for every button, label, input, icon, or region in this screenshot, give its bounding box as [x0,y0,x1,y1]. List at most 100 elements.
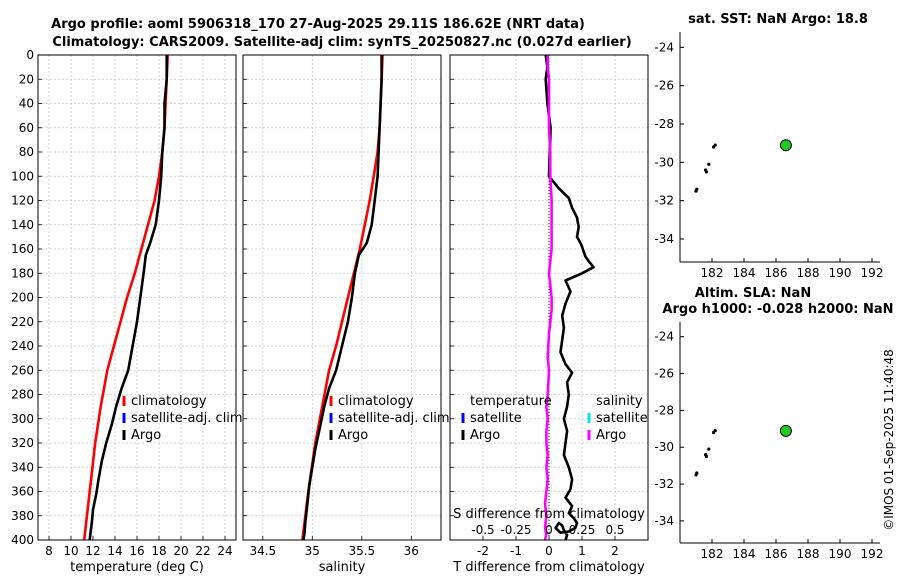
sst_map-ytick-label: -26 [654,79,674,93]
temperature-xlabel: temperature (deg C) [70,560,204,575]
depth-tick-label: 220 [11,315,34,329]
salinity-xtick-label: 35.5 [348,544,375,558]
legend-label: Argo [470,428,500,443]
legend-label: climatology [131,394,207,409]
depth-tick-label: 60 [19,121,34,135]
depth-tick-label: 240 [11,339,34,353]
difference-xtick-label: -2 [477,544,489,558]
sla_map-ytick-label: -32 [654,477,674,491]
sla_map-track-point [707,447,711,451]
sla_map-ytick-label: -26 [654,367,674,381]
sla_map-xtick-label: 188 [797,547,820,561]
difference-frame [449,54,649,541]
sst_map-xtick-label: 184 [733,266,756,280]
legend-label: satellite [596,411,648,426]
salinity-frame [242,54,442,541]
temperature-xtick-label: 8 [45,544,53,558]
sst_map-profile-marker [779,139,792,152]
depth-tick-label: 160 [11,242,34,256]
sst_map-xtick-label: 186 [765,266,788,280]
sst_map-track-point [707,162,711,166]
difference-xtick-label: 2 [611,544,619,558]
temperature-xtick-label: 18 [151,544,166,558]
difference-xtick-label: 0 [545,544,553,558]
s-diff-tick-label: 0 [545,523,553,537]
depth-tick-label: 120 [11,194,34,208]
temperature-xtick-label: 12 [85,544,100,558]
depth-tick-label: 300 [11,412,34,426]
depth-tick-label: 340 [11,460,34,474]
difference-xlabel: T difference from climatology [452,560,645,575]
depth-tick-label: 260 [11,363,34,377]
legend-label: satellite [470,411,522,426]
temperature-xtick-label: 10 [63,544,78,558]
salinity-panel: 34.5 35 35.5 36 salinity climatology satellite… [242,54,450,575]
legend-label: satellite-adj. clim [338,411,450,426]
sla_map-profile-marker [779,424,792,437]
sla-title-line2: Argo h1000: -0.028 h2000: NaN [662,302,893,317]
s-difference-label: S difference from climatology [453,507,645,522]
sla_map-track-point [713,429,717,433]
sst_map-ytick-label: -28 [654,117,674,131]
temperature-xtick-label: 24 [217,544,232,558]
temperature-panel: 0 20 40 60 80 100 120 140 160 180 200 220 240 260 280 3… [11,48,243,575]
sla_map-panel: -24 -26 -28 -30 -32 -34 182 184 186 188 190 192 [654,322,883,561]
sst_map-xtick-label: 192 [861,266,884,280]
s-diff-tick-label: 0.25 [569,523,596,537]
depth-tick-label: 0 [26,48,34,62]
legend-label: Argo [596,428,626,443]
sst_map-ytick-label: -34 [654,232,674,246]
s-diff-tick-label: -0.5 [471,523,494,537]
temperature-series-argo [88,55,168,541]
salinity-xtick-label: 35 [305,544,320,558]
sla_map-xtick-label: 186 [765,547,788,561]
depth-tick-label: 360 [11,485,34,499]
salinity-xtick-label: 36 [404,544,419,558]
depth-tick-label: 180 [11,266,34,280]
depth-tick-label: 380 [11,509,34,523]
s-diff-tick-label: 0.5 [605,523,624,537]
legend-label: Argo [338,428,368,443]
title-line1: Argo profile: aoml 5906318_170 27-Aug-20… [51,17,585,32]
depth-tick-label: 100 [11,169,34,183]
sla_map-ytick-label: -28 [654,403,674,417]
sst_map-track-point [695,187,699,191]
difference-xtick-label: -1 [510,544,522,558]
depth-tick-label: 400 [11,533,34,547]
sst-title: sat. SST: NaN Argo: 18.8 [688,12,868,27]
legend-label: satellite-adj. clim [131,411,243,426]
sla_map-xtick-label: 184 [733,547,756,561]
difference-xtick-label: 1 [578,544,586,558]
temperature-xtick-label: 16 [129,544,144,558]
s-diff-tick-label: -0.25 [500,523,531,537]
temperature-xtick-label: 20 [173,544,188,558]
sla_map-track-point [695,471,699,475]
sst_map-ytick-label: -24 [654,40,674,54]
temperature-frame [37,54,237,541]
salinity-series-argo [302,55,383,541]
sst_map-track-point [713,143,717,147]
legend-label: climatology [338,394,414,409]
depth-tick-label: 320 [11,436,34,450]
depth-tick-label: 20 [19,72,34,86]
title-line2: Climatology: CARS2009. Satellite-adj cli… [52,35,631,50]
sst_map-xtick-label: 182 [701,266,724,280]
depth-tick-label: 40 [19,97,34,111]
sla_map-ytick-label: -24 [654,330,674,344]
difference-series-s-diff-argo [543,55,553,541]
plot-area: 0204060801001201401601802002202402602803… [11,32,883,575]
depth-tick-label: 80 [19,145,34,159]
sla_map-ytick-label: -34 [654,514,674,528]
sst_map-ytick-label: -32 [654,194,674,208]
sst_map-xtick-label: 190 [829,266,852,280]
sla_map-track-point [704,454,709,459]
sst_map-xtick-label: 188 [797,266,820,280]
legend-header-salinity: salinity [596,394,643,409]
sst_map-panel: -24 -26 -28 -30 -32 -34 182 184 186 188 190 192 [654,32,883,280]
sst_map-ytick-label: -30 [654,155,674,169]
sla_map-xtick-label: 192 [861,547,884,561]
difference-series-t-diff-argo [544,54,595,541]
salinity-xlabel: salinity [319,560,366,575]
sla_map-xtick-label: 190 [829,547,852,561]
